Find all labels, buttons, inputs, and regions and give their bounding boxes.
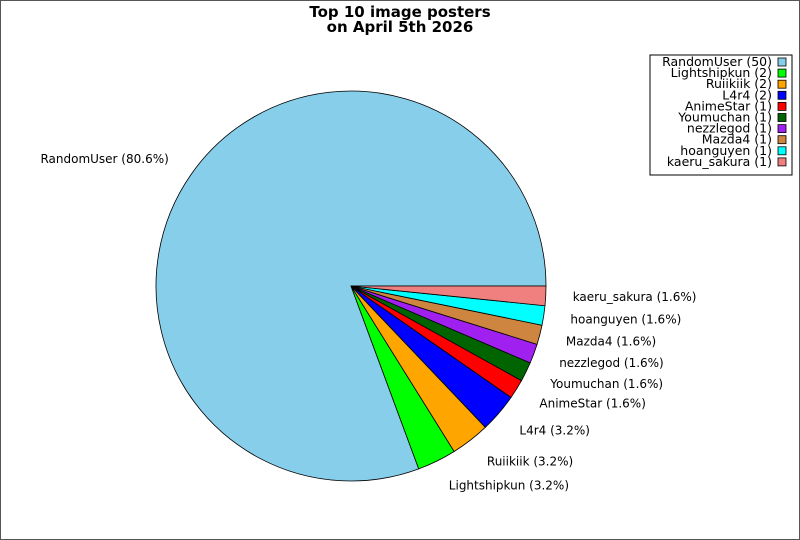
pie-slice-kaeru-sakura [350,285,547,307]
pie-slice-randomuser [155,90,547,482]
legend-swatch-animestar [777,102,787,111]
legend-swatch-youmuchan [777,113,787,122]
legend-label-l4r4: L4r4 (2) [722,87,772,102]
slice-label-animestar: AnimeStar (1.6%) [539,396,646,410]
legend-label-lightshipkun: Lightshipkun (2) [671,65,772,80]
legend-swatch-mazda4 [777,135,787,145]
legend-label-youmuchan: Youmuchan (1) [677,110,772,125]
slice-label-mazda4: Mazda4 (1.6%) [566,335,656,349]
slice-label-randomuser: RandomUser (80.6%) [40,152,168,166]
legend-label-randomuser: RandomUser (50) [662,54,772,69]
slice-label-l4r4: L4r4 (3.2%) [519,424,590,438]
slice-label-hoanguyen: hoanguyen (1.6%) [570,313,681,327]
legend-swatch-lightshipkun [777,68,787,78]
legend-label-kaeru-sakura: kaeru_sakura (1) [667,154,772,169]
legend: RandomUser (50)Lightshipkun (2)Ruiikiik … [649,54,793,176]
legend-swatch-nezzlegod [777,124,787,133]
slice-label-lightshipkun: Lightshipkun (3.2%) [449,478,569,492]
legend-label-hoanguyen: hoanguyen (1) [680,143,772,158]
legend-label-ruiikiik: Ruiikiik (2) [706,76,772,91]
slice-label-kaeru-sakura: kaeru_sakura (1.6%) [573,290,697,304]
chart-title-line-2: on April 5th 2026 [327,18,474,36]
slice-labels: RandomUser (80.6%) Lightshipkun (3.2%) Rui… [40,152,696,492]
slice-label-youmuchan: Youmuchan (1.6%) [549,377,663,391]
legend-label-animestar: AnimeStar (1) [685,98,772,113]
chart-title-line-1: Top 10 image posters [309,3,490,21]
legend-label-nezzlegod: nezzlegod (1) [687,121,772,136]
slice-label-ruiikiik: Ruiikiik (3.2%) [487,455,573,469]
legend-swatch-randomuser [777,57,787,67]
legend-swatch-kaeru-sakura [777,157,787,167]
slice-label-nezzlegod: nezzlegod (1.6%) [559,356,664,370]
legend-swatch-hoanguyen [777,146,787,156]
legend-swatch-ruiikiik [777,79,787,89]
legend-box [649,54,793,176]
pie-slices [155,90,547,482]
legend-label-mazda4: Mazda4 (1) [702,132,772,147]
legend-swatch-l4r4 [777,90,787,100]
